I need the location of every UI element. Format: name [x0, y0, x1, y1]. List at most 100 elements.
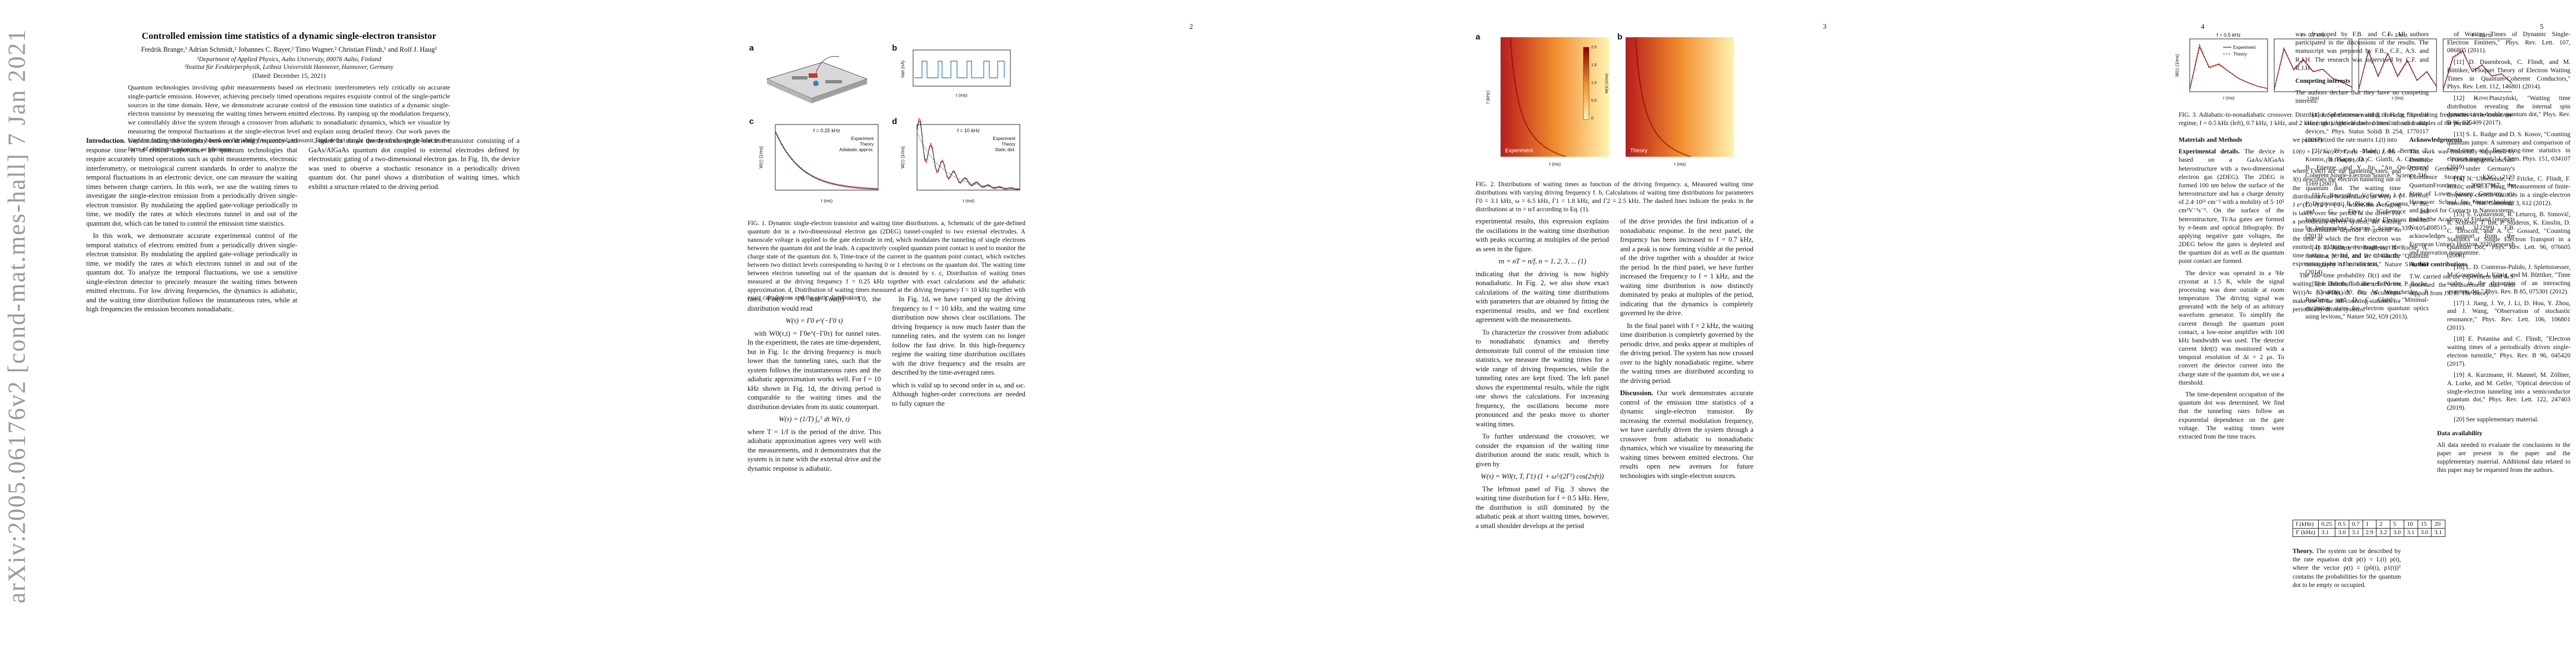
abstract: Quantum technologies involving qubit mea…: [128, 83, 450, 153]
legend-third: Adiabatic approx.: [839, 147, 874, 152]
reference-item: [18] E. Potanina and C. Flindt, "Electro…: [2447, 336, 2570, 367]
p3-col-right: of the drive provides the first indicati…: [1620, 217, 1753, 484]
page-number-4: 4: [2201, 22, 2205, 31]
reference-item: [12] K. Ptaszyński, "Waiting time distri…: [2447, 95, 2570, 127]
fig3-theory-series: [2443, 49, 2512, 90]
col3-p3: where T = 1/f is the period of the drive…: [748, 427, 881, 472]
fig1b-ylabel: Idet (nA): [900, 60, 905, 77]
p3-col-left: experimental results, this expression ex…: [1476, 217, 1609, 534]
arxiv-sidebar: arXiv:2005.06176v2 [cond-mat.mes-hall] 7…: [0, 0, 44, 667]
fig3-panel-frame: [2189, 38, 2268, 92]
col7-p4: The system can be described by the rate …: [2293, 548, 2401, 589]
fig3-panel-title: f = 2 kHz: [2472, 32, 2492, 38]
fig1-label-b: b: [892, 43, 898, 53]
fig3-legend-exp: Experiment: [2233, 45, 2256, 50]
col8-p2: where Γin(t) are the tunneling rates, an…: [2293, 168, 2401, 268]
fig3-xlabel: τ (ms): [2223, 96, 2235, 101]
author-contrib-text: T.W. carried out the experiment and A.S.…: [2409, 273, 2515, 297]
page-3: 3 a Experiment f (kHz) τ (ms) b Theory τ (m…: [1256, 0, 1890, 667]
table-cell: 3.0: [2417, 528, 2432, 537]
reference-item: of Waiting Times of Dynamic Single-Elect…: [2447, 31, 2570, 54]
col3-p1: rates, Γin(t) = Γ0 and Γout(t) = Γ0, the…: [748, 295, 881, 312]
p2-col-left: rates, Γin(t) = Γ0 and Γout(t) = Γ0, the…: [748, 295, 881, 476]
fig3-theory-series: [2189, 43, 2268, 90]
p4-col-mid-bottom: Theory. The system can be described by t…: [2293, 547, 2401, 593]
fig1b-trace: [914, 61, 1005, 78]
table-header-cell: 0.5: [2335, 520, 2349, 529]
fig3-panel-frame: [2274, 38, 2353, 92]
table-row: Γ (kHz) 3.1 3.0 3.1 2.9 3.2 3.0 3.1 3.0 3.1: [2293, 528, 2446, 537]
heatmap-label: Experiment: [1505, 148, 1533, 154]
col8-eq: L0(t) = ( −Γin(t) 0 ; Γin(t) −Γout(t) ),…: [2293, 148, 2401, 163]
reference-item: [11] D. Dasenbrook, C. Flindt, and M. Bü…: [2447, 59, 2570, 91]
table-cell: 3.1: [2318, 528, 2336, 537]
page-number-2: 2: [1189, 22, 1193, 31]
heatmap-label: Theory: [1630, 148, 1647, 154]
intro-p3: Figure 1a shows the dynamic single-elect…: [308, 137, 520, 191]
col6-p3: Our work demonstrates accurate control o…: [1620, 389, 1753, 480]
table-cell: 3.1: [2348, 528, 2363, 537]
col6-p2: In the final panel with f = 2 kHz, the w…: [1620, 321, 1753, 385]
table-cell: 3.0: [2335, 528, 2349, 537]
legend-experiment: Experiment: [851, 136, 874, 141]
table-header-cell: f (kHz): [2293, 520, 2319, 529]
fig1b-xlabel: τ (ms): [955, 93, 968, 98]
colorbar-tick: 1.5: [1591, 63, 1597, 67]
table-header-cell: 2: [2376, 520, 2391, 529]
affiliation-2: ²Institut für Festkörperphysik, Leibniz …: [185, 64, 393, 71]
paper-date: (Dated: December 15, 2021): [252, 73, 326, 79]
heatmap-ridge: [1509, 37, 1566, 158]
col7-p1: The device is based on a GaAs/AlGaAs het…: [2179, 148, 2284, 265]
reference-item: [20] See supplementary material.: [2454, 416, 2539, 423]
exp-details-heading: Experimental details.: [2179, 148, 2240, 156]
competing-heading: Competing interests: [2295, 77, 2350, 84]
intro-p1: Understanding the interplay between driv…: [86, 137, 297, 227]
fig3-xlabel: τ (ms): [2391, 96, 2404, 101]
arxiv-id: arXiv:2005.06176v2 [cond-mat.mes-hall] 7…: [3, 28, 31, 604]
reference-item: [15] S. Gustavsson, R. Leturcq, B. Simov…: [2447, 211, 2570, 259]
fig3-legend-theory: Theory: [2233, 52, 2247, 57]
legend-theory: Theory: [1001, 142, 1015, 147]
fig1-caption: FIG. 1. Dynamic single-electron transist…: [748, 220, 1025, 302]
plot-frame: [775, 124, 879, 191]
col8-p1: we parametrized the rate matrix L(t) int…: [2293, 137, 2397, 143]
table-cell: 2.9: [2362, 528, 2377, 537]
fig3-caption: FIG. 3. Adiabatic-to-nonadiabatic crosso…: [2179, 112, 2512, 127]
table-header-cell: 1: [2362, 520, 2377, 529]
plot-frame: [916, 124, 1020, 191]
reference-item: [3] E. Bocquillon, V. Freulon, J.-M. Ber…: [2305, 192, 2429, 240]
col8-p3: The idle-time probability Π(τ) and the w…: [2293, 272, 2401, 313]
heatmap-background: [1626, 37, 1734, 157]
col3-eq1: W(τ) = Γ0 e^(−Γ0 τ): [785, 317, 843, 325]
p4-col-right: Acknowledgements The work was financiall…: [2409, 136, 2515, 301]
paper-authors: Fredrik Brange,¹ Adrian Schmidt,² Johann…: [141, 46, 437, 53]
heatmap-xlabel: τ (ms): [1549, 162, 1561, 167]
col7-p2: The device was operated in a ³He cryosta…: [2179, 270, 2284, 386]
fig3-theory-series: [2274, 47, 2353, 90]
plot-ylabel: W(τ) [1/ms]: [759, 146, 764, 168]
methods-heading: Materials and Methods: [2179, 137, 2243, 143]
table-cell: 3.0: [2390, 528, 2404, 537]
intro-heading: Introduction.: [86, 137, 126, 145]
reference-item: [16] L. D. Contreras-Pulido, J. Splettst…: [2447, 263, 2570, 295]
col5-eq1: τn = nT = n/f, n = 1, 2, 3, ... (1): [1498, 257, 1587, 265]
colorbar: [1583, 47, 1590, 120]
table-cell: 3.2: [2376, 528, 2391, 537]
colorbar-tick: 0.5: [1591, 99, 1597, 103]
heatmap-ylabel: f (kHz): [1486, 90, 1491, 103]
parameter-table: f (kHz) 0.25 0.5 0.7 1 2 5 10 15 20 Γ (kHz) 3.1 3.0…: [2293, 520, 2446, 537]
fig3-panel-frame: [2443, 38, 2512, 92]
fig3-xlabel: τ (ms): [2307, 96, 2319, 101]
heatmap-background: [1501, 37, 1609, 157]
table-cell: 3.1: [2403, 528, 2418, 537]
table-header-row: f (kHz) 0.25 0.5 0.7 1 2 5 10 15 20: [2293, 520, 2446, 529]
fig3-xlabel: τ (ms): [2476, 96, 2488, 101]
page-number-5: 5: [2540, 22, 2544, 31]
plot-freq-label: f = 10 kHz: [957, 128, 980, 133]
experiment-series: [775, 130, 879, 191]
fig3-panel-title: f = 0.7 kHz: [2301, 32, 2325, 38]
fig3-panel-title: f = 0.5 kHz: [2216, 32, 2241, 38]
plot-xlabel: τ (ms): [963, 198, 975, 203]
fig3-ylabel: W(τ) (1/ms): [2175, 54, 2180, 77]
